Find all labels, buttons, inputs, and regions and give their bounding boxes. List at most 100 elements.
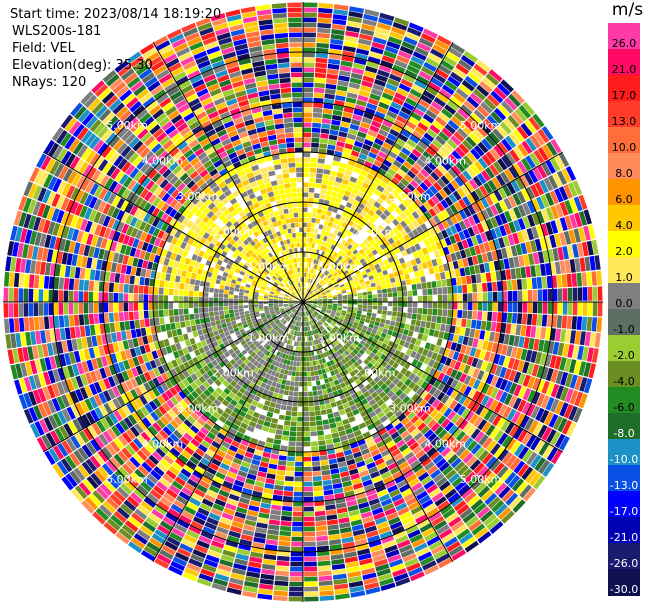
velocity-bin (298, 381, 303, 387)
velocity-bin (375, 317, 381, 323)
velocity-bin (328, 529, 340, 536)
velocity-bin (288, 596, 303, 602)
velocity-bin (316, 535, 328, 542)
velocity-bin (358, 126, 369, 134)
velocity-bin (354, 140, 364, 148)
velocity-bin (303, 2, 318, 8)
velocity-bin (278, 414, 285, 420)
velocity-bin (338, 188, 346, 195)
velocity-bin (405, 31, 420, 42)
velocity-bin (318, 445, 327, 451)
velocity-bin (328, 58, 341, 65)
velocity-bin (375, 74, 388, 83)
velocity-bin (322, 246, 327, 252)
velocity-bin (306, 356, 310, 362)
velocity-bin (383, 324, 390, 330)
velocity-bin (358, 38, 372, 46)
velocity-bin (303, 172, 310, 178)
velocity-bin (362, 18, 377, 27)
velocity-bin (309, 416, 316, 422)
velocity-bin (331, 165, 339, 172)
velocity-bin (303, 381, 308, 387)
velocity-bin (464, 266, 471, 276)
velocity-bin (308, 263, 312, 268)
velocity-bin (477, 302, 483, 311)
velocity-bin (474, 329, 481, 339)
velocity-bin (327, 221, 333, 228)
velocity-bin (371, 41, 386, 50)
velocity-bin (361, 80, 373, 88)
velocity-bin (282, 374, 288, 380)
velocity-bin (314, 370, 319, 376)
velocity-bin (291, 546, 303, 552)
velocity-bin (307, 207, 313, 213)
velocity-bin (274, 387, 280, 394)
velocity-bin (303, 27, 317, 33)
velocity-bin (377, 305, 383, 310)
velocity-bin (380, 318, 386, 324)
velocity-bin (303, 366, 307, 372)
velocity-bin (422, 302, 428, 308)
velocity-bin (277, 555, 290, 562)
velocity-bin (467, 284, 473, 293)
velocity-bin (311, 456, 320, 462)
velocity-bin (343, 174, 351, 181)
velocity-bin (330, 34, 344, 41)
velocity-bin (447, 302, 453, 310)
velocity-bin (320, 465, 330, 471)
velocity-bin (311, 213, 317, 218)
velocity-bin (418, 269, 425, 277)
velocity-bin (376, 285, 382, 290)
velocity-bin (344, 169, 353, 176)
velocity-bin (329, 175, 336, 182)
velocity-bin (392, 96, 405, 106)
velocity-bin (459, 327, 466, 336)
velocity-bin (310, 162, 317, 168)
velocity-bin (289, 360, 294, 366)
velocity-bin (284, 486, 294, 492)
velocity-bin (326, 226, 332, 232)
velocity-bin (352, 62, 366, 70)
velocity-bin (388, 272, 395, 279)
velocity-bin (351, 67, 364, 75)
velocity-bin (311, 218, 316, 223)
velocity-bin (522, 290, 528, 302)
velocity-bin (285, 410, 292, 416)
velocity-bin (497, 291, 503, 302)
velocity-bin (294, 471, 303, 477)
velocity-bin (345, 97, 357, 104)
velocity-bin (507, 291, 513, 302)
velocity-bin (347, 306, 353, 310)
velocity-bin (402, 296, 408, 302)
velocity-bin (309, 258, 313, 263)
velocity-bin (415, 277, 421, 284)
velocity-bin (303, 292, 305, 298)
velocity-bin (265, 478, 275, 485)
velocity-bin (535, 326, 542, 339)
velocity-bin (337, 209, 344, 216)
velocity-bin (423, 268, 430, 276)
velocity-bin (313, 97, 324, 103)
velocity-bin (378, 128, 389, 137)
velocity-bin (340, 60, 353, 67)
velocity-bin (374, 321, 380, 327)
velocity-bin (487, 302, 493, 312)
velocity-bin (330, 170, 338, 177)
velocity-bin (319, 234, 325, 241)
velocity-bin (392, 302, 398, 307)
velocity-bin (342, 299, 348, 302)
velocity-bin (303, 297, 304, 302)
velocity-bin (405, 261, 412, 268)
velocity-bin (329, 539, 342, 546)
velocity-bin (461, 318, 467, 328)
velocity-bin (397, 307, 403, 312)
velocity-bin (325, 382, 331, 389)
velocity-bin (280, 525, 292, 532)
velocity-bin (303, 526, 315, 532)
velocity-bin (377, 289, 382, 294)
velocity-bin (336, 141, 345, 148)
velocity-bin (332, 160, 340, 167)
velocity-bin (362, 298, 368, 302)
velocity-bin (317, 12, 333, 19)
velocity-bin (482, 311, 488, 321)
